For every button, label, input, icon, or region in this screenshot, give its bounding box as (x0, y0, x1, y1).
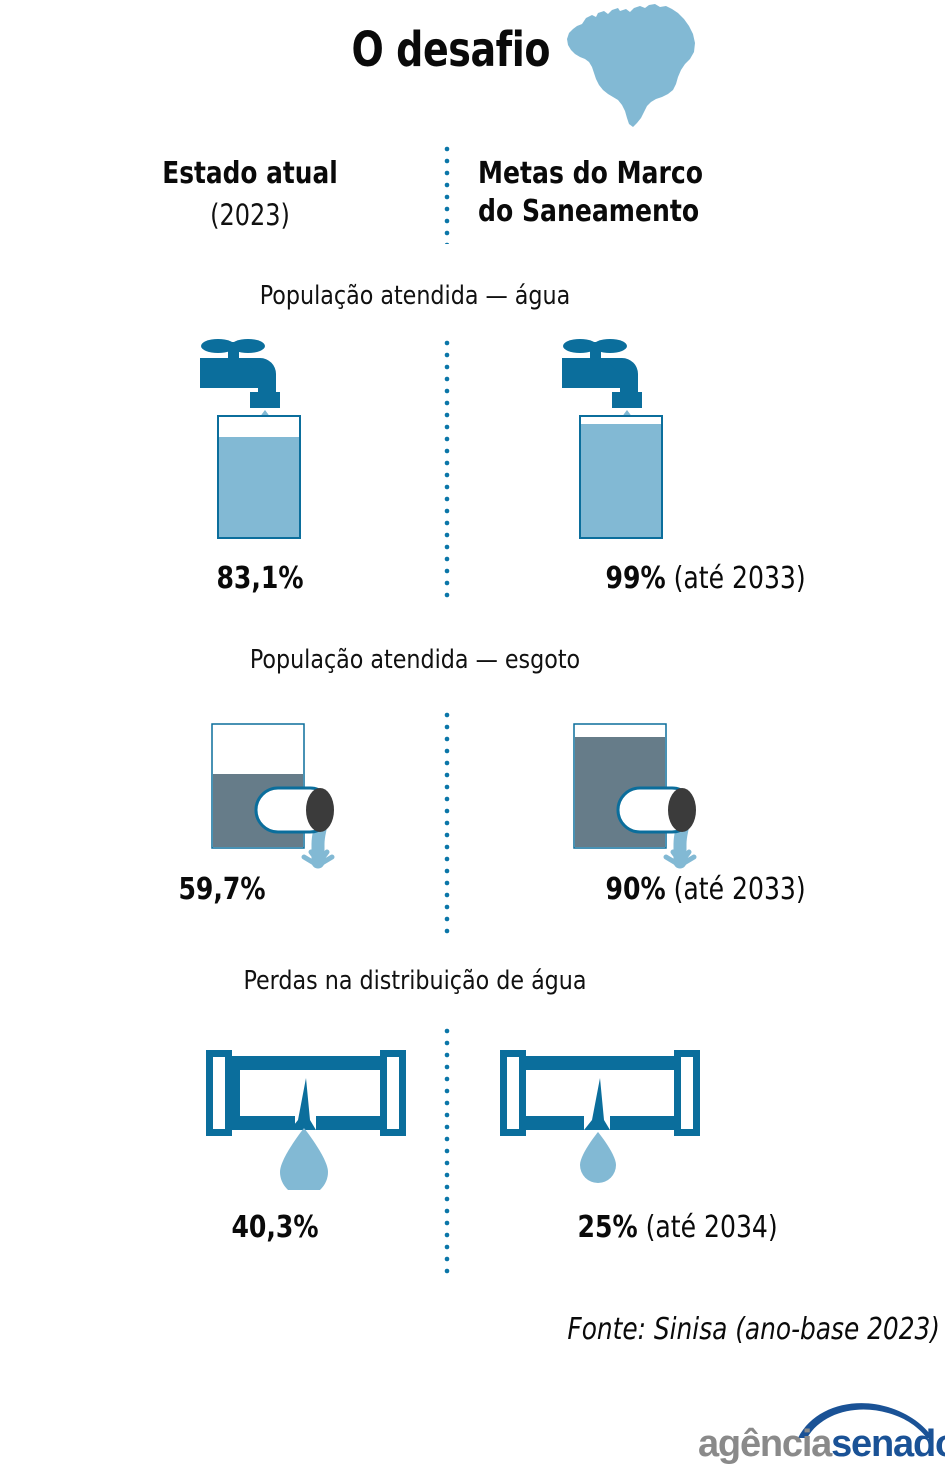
tank-glyph (217, 415, 301, 539)
source-note: Fonte: Sinisa (ano-base 2023) (567, 1312, 940, 1347)
logo-agencia-text: agência (698, 1423, 832, 1465)
agencia-senado-logo: agênciasenado (698, 1398, 945, 1470)
pipe-flange-left-glyph (500, 1050, 526, 1136)
pipe-flange-right-glyph (674, 1050, 700, 1136)
divider-section-2 (444, 712, 450, 940)
tank-glyph (579, 415, 663, 539)
value-agua-right-number: 99% (605, 561, 666, 596)
value-perdas-left: 40,3% (182, 1210, 368, 1245)
column-title-current: Estado atual (162, 156, 338, 191)
leaking-pipe-icon-left (206, 1050, 406, 1190)
leak-drop-glyph (280, 1128, 328, 1190)
outflow-arrow-glyph (309, 852, 327, 866)
goals-title-line-2: do Saneamento (478, 193, 700, 229)
section-heading-perdas: Perdas na distribuição de água (243, 966, 587, 996)
divider-header (444, 146, 450, 244)
leak-drop-glyph (580, 1132, 616, 1183)
pipe-flange-right-glyph (380, 1050, 406, 1136)
value-esgoto-left: 59,7% (129, 872, 315, 907)
page-title: O desafio (351, 22, 551, 78)
faucet-glyph (200, 339, 280, 408)
faucet-and-tank-icon-left (200, 339, 301, 539)
outflow-arrow-glyph (671, 852, 689, 866)
leaking-pipe-icon-right (500, 1050, 700, 1183)
value-agua-right: 99% (até 2033) (606, 561, 806, 596)
value-perdas-right-number: 25% (577, 1210, 638, 1245)
value-esgoto-right-note: (até 2033) (665, 872, 806, 907)
value-agua-left-number: 83,1% (216, 561, 304, 596)
value-perdas-right-note: (até 2034) (637, 1210, 778, 1245)
brazil-map-icon (567, 4, 695, 127)
section-heading-esgoto: População atendida — esgoto (249, 645, 581, 675)
faucet-and-tank-icon-right (562, 339, 663, 539)
outflow-pipe-glyph (254, 786, 334, 834)
pipe-flange-left-glyph (206, 1050, 232, 1136)
pipe-body-glyph (228, 1056, 388, 1130)
value-esgoto-right: 90% (até 2033) (606, 872, 806, 907)
divider-section-3 (444, 1028, 450, 1278)
value-esgoto-left-number: 59,7% (178, 872, 266, 907)
logo-swoosh-icon (798, 1403, 933, 1438)
value-perdas-left-number: 40,3% (231, 1210, 319, 1245)
logo-senado-text: senado (831, 1423, 945, 1465)
faucet-glyph (562, 339, 642, 408)
value-agua-right-note: (até 2033) (665, 561, 806, 596)
header: O desafio (0, 0, 945, 130)
outflow-splash-glyph (663, 849, 697, 866)
goals-title-line-1: Metas do Marco (478, 156, 704, 191)
pipe-body-glyph (522, 1056, 682, 1130)
value-esgoto-right-number: 90% (605, 872, 666, 907)
value-agua-left: 83,1% (167, 561, 353, 596)
section-heading-agua: População atendida — água (259, 281, 571, 311)
value-perdas-right: 25% (até 2034) (578, 1210, 778, 1245)
tank-and-outflow-pipe-icon-left (211, 723, 335, 869)
tank-and-outflow-pipe-icon-right (573, 723, 697, 869)
outflow-splash-glyph (301, 849, 335, 866)
logo-wordmark: agênciasenado (698, 1423, 945, 1466)
column-title-goals: Metas do Marco do Saneamento (478, 155, 869, 231)
divider-section-1 (444, 340, 450, 598)
outflow-pipe-glyph (616, 786, 696, 834)
column-subtitle-year: (2023) (210, 198, 290, 232)
